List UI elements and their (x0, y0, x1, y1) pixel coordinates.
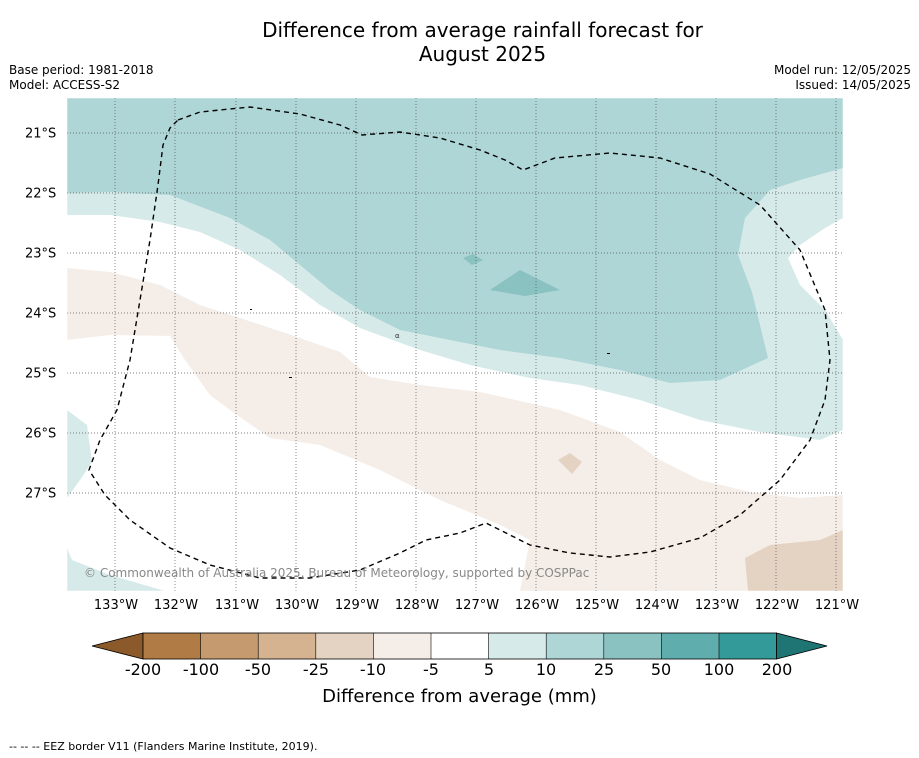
dry-10-25-patch-center (558, 453, 582, 474)
lon-label: 126°W (514, 598, 560, 613)
colorbar-segment (488, 633, 547, 659)
colorbar-segment (200, 633, 259, 659)
colorbar-segment (719, 633, 778, 659)
colorbar-segment (258, 633, 317, 659)
colorbar (91, 632, 828, 660)
lon-label: 132°W (153, 598, 199, 613)
lat-label: 23°S (25, 246, 57, 262)
lon-label: 123°W (694, 598, 740, 613)
contour-label: α (395, 332, 400, 340)
colorbar-tick: 200 (761, 660, 793, 679)
wet-10-25-region (67, 98, 843, 383)
white-gap-right (788, 218, 843, 340)
contour-fragment (607, 353, 610, 354)
colorbar-segment (603, 633, 662, 659)
lon-label: 130°W (274, 598, 320, 613)
base-period: Base period: 1981-2018 (9, 63, 154, 77)
lon-label: 133°W (93, 598, 139, 613)
colorbar-segment (661, 633, 720, 659)
colorbar-extend-low (91, 632, 144, 660)
dry-5-10-region (67, 268, 843, 591)
lon-label: 121°W (814, 598, 860, 613)
lon-label: 128°W (394, 598, 440, 613)
title-line-2: August 2025 (418, 42, 547, 66)
lat-label: 22°S (25, 186, 57, 202)
colorbar-segment (373, 633, 432, 659)
chart-title: Difference from average rainfall forecas… (0, 18, 919, 66)
wet-5-10-left-edge (67, 410, 92, 498)
colorbar-tick: -100 (182, 660, 220, 679)
map-frame (66, 97, 844, 592)
colorbar-tick: 100 (703, 660, 735, 679)
eez-footnote: -- -- -- EEZ border V11 (Flanders Marine… (9, 740, 318, 753)
lon-label: 122°W (754, 598, 800, 613)
colorbar-tick: 10 (535, 660, 557, 679)
colorbar-segment (315, 633, 374, 659)
colorbar-ticks: -200 -100 -50 -25 -10 -5 5 10 25 50 100 … (0, 660, 919, 680)
graticule (67, 98, 843, 591)
contour-fragment (289, 377, 292, 378)
issued-date: Issued: 14/05/2025 (795, 78, 911, 92)
lon-label: 124°W (634, 598, 680, 613)
wet-5-10-bottom-left (67, 548, 165, 591)
colorbar-tick: -25 (302, 660, 330, 679)
colorbar-tick: -50 (244, 660, 272, 679)
colorbar-tick: -200 (124, 660, 162, 679)
colorbar-tick: 50 (650, 660, 672, 679)
wet-25-50-small-patch (463, 254, 483, 265)
colorbar-tick: -5 (423, 660, 439, 679)
wet-25-50-patch (490, 270, 560, 296)
lon-label: 131°W (214, 598, 260, 613)
model-run: Model run: 12/05/2025 (773, 63, 911, 77)
colorbar-tick: -10 (359, 660, 387, 679)
lat-label: 24°S (25, 306, 57, 322)
lat-label: 26°S (25, 426, 57, 442)
dry-10-25-patch-right (745, 530, 843, 591)
lon-label: 127°W (454, 598, 500, 613)
metadata-left: Base period: 1981-2018 Model: ACCESS-S2 (9, 63, 154, 93)
lat-label: 25°S (25, 366, 57, 382)
colorbar-label: Difference from average (mm) (322, 686, 597, 707)
colorbar-extend-high (776, 632, 828, 660)
colorbar-tick: 5 (483, 660, 495, 679)
colorbar-frame (142, 632, 777, 660)
colorbar-segment (546, 633, 605, 659)
lon-label: 129°W (334, 598, 380, 613)
title-line-1: Difference from average rainfall forecas… (262, 18, 703, 42)
eez-border (88, 106, 831, 579)
lat-label: 21°S (25, 126, 57, 142)
colorbar-tick: 25 (593, 660, 615, 679)
colorbar-segment (431, 633, 490, 659)
model-name: Model: ACCESS-S2 (9, 78, 121, 92)
copyright-text: © Commonwealth of Australia 2025, Bureau… (84, 566, 589, 580)
contour-fragment (250, 309, 252, 310)
colorbar-segment (143, 633, 202, 659)
metadata-right: Model run: 12/05/2025 Issued: 14/05/2025 (774, 63, 911, 93)
map-area: α © Commonwealth of Australia 2025, Bure… (67, 98, 843, 591)
lon-label: 125°W (574, 598, 620, 613)
lat-label: 27°S (25, 486, 57, 502)
